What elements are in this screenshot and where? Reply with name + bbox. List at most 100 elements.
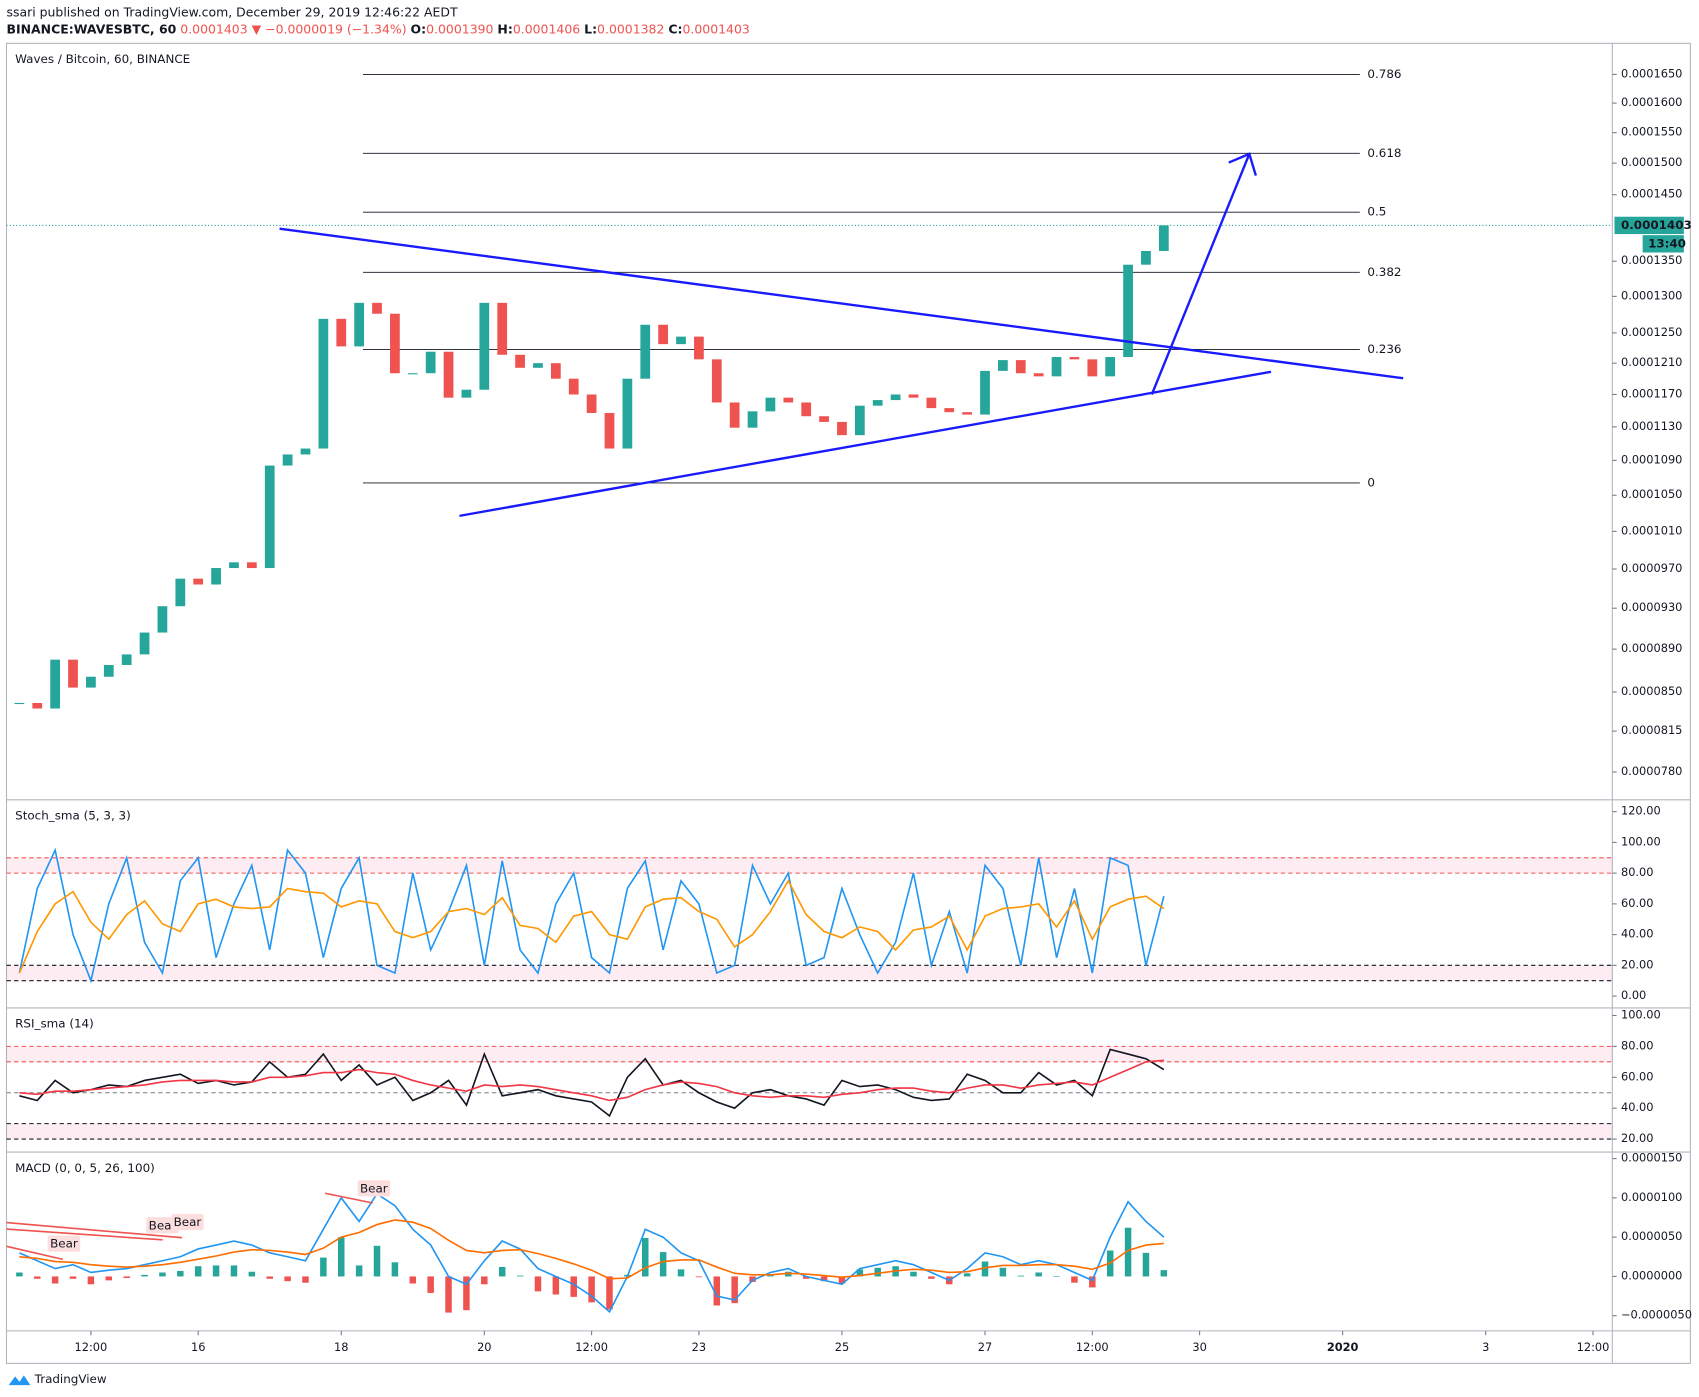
divergence-line (6, 1221, 183, 1239)
candle-body (443, 351, 454, 398)
change: −0.0000019 (−1.34%) (265, 21, 406, 36)
y-tick-label: 0.0001090 (1621, 452, 1682, 466)
indicator-line (19, 1048, 1165, 1118)
open-label: O: (411, 21, 427, 36)
x-tick-label: 30 (1192, 1340, 1206, 1354)
y-tick-label: 0.0000100 (1621, 1190, 1682, 1204)
plot-layer: Waves / Bitcoin, 60, BINANCE 0.0001650 0.0… (6, 52, 1692, 1354)
y-tick-label: 0.0001600 (1621, 95, 1682, 109)
divergence-line (6, 1228, 163, 1241)
candle-body (622, 378, 633, 449)
histogram-bar (391, 1262, 399, 1277)
symbol-line: BINANCE:WAVESBTC, 60 0.0001403 ▼ −0.0000… (7, 21, 750, 36)
last-time-box (1642, 235, 1684, 253)
arrow-head (1228, 152, 1257, 176)
candle-body (103, 664, 114, 677)
candle-body (354, 302, 365, 347)
histogram-bar (552, 1276, 560, 1295)
y-tick-label: 100.00 (1621, 1007, 1661, 1021)
annotation-box (47, 1235, 81, 1252)
histogram-bar (516, 1275, 524, 1277)
histogram-bar (302, 1276, 309, 1283)
logo-icon (8, 1375, 31, 1386)
histogram-bar (212, 1265, 220, 1277)
y-tick-label: 60.00 (1621, 1069, 1654, 1083)
histogram-bar (981, 1261, 989, 1277)
annotation: Bear (360, 1181, 388, 1195)
candle-body (425, 351, 436, 374)
indicator-line (19, 1059, 1164, 1102)
histogram-bar (248, 1271, 256, 1277)
histogram-bar (999, 1267, 1007, 1277)
pane-title: Stoch_sma (5, 3, 3) (15, 809, 131, 823)
fib-label: 0.236 (1367, 342, 1401, 356)
candle-body (193, 578, 204, 585)
histogram-bar (427, 1276, 434, 1293)
y-tick-label: 0.0001010 (1621, 523, 1682, 537)
candle-body (139, 632, 150, 655)
candle-body (640, 324, 651, 379)
candle-body (711, 359, 722, 403)
fib-label: 0.382 (1367, 265, 1401, 279)
histogram-bar (749, 1276, 756, 1282)
band (6, 965, 1613, 981)
candle-body (407, 373, 418, 375)
histogram-bar (481, 1276, 488, 1285)
candle-body (980, 370, 990, 415)
annotation-box (357, 1180, 391, 1197)
histogram-bar (320, 1257, 327, 1277)
candle-body (1015, 360, 1026, 374)
fib-label: 0.786 (1367, 67, 1401, 81)
y-tick-label: 0.0001300 (1621, 288, 1682, 302)
y-tick-label: 100.00 (1621, 834, 1661, 848)
pane-title: MACD (0, 0, 5, 26, 100) (15, 1161, 155, 1175)
histogram-bar (963, 1273, 971, 1277)
candle-body (211, 568, 221, 585)
histogram-bar (802, 1276, 810, 1279)
x-tick-label: 2020 (1327, 1340, 1359, 1354)
candle-body (658, 324, 669, 345)
x-tick-label: 3 (1482, 1340, 1489, 1354)
histogram-bar (87, 1276, 95, 1285)
y-tick-label: 0.0001500 (1621, 155, 1682, 169)
y-tick-label: 0.0000890 (1621, 641, 1682, 655)
histogram-bar (409, 1276, 417, 1284)
divergence-line (324, 1192, 373, 1204)
histogram-bar (230, 1265, 238, 1277)
indicator-line (19, 1219, 1164, 1280)
histogram-bar (1071, 1276, 1078, 1283)
candle-body (68, 659, 78, 688)
footer-logo: TradingView (8, 1372, 107, 1386)
candle-body (1069, 357, 1080, 360)
divergence-line (6, 1245, 64, 1261)
histogram-bar (105, 1276, 113, 1281)
candle-body (1033, 373, 1044, 377)
x-tick-label: 12:00 (575, 1340, 608, 1354)
y-tick-label: 40.00 (1621, 927, 1654, 941)
candle-body (586, 394, 597, 413)
pane-title: RSI_sma (14) (15, 1017, 94, 1031)
histogram-bar (159, 1272, 166, 1277)
histogram-bar (695, 1276, 703, 1278)
histogram-bar (534, 1276, 542, 1292)
histogram-bar (498, 1267, 506, 1277)
y-tick-label: 0.0001650 (1621, 66, 1682, 80)
histogram-bar (1124, 1227, 1132, 1277)
divergence-lines (6, 1192, 373, 1261)
candle-body (550, 363, 561, 379)
x-tick-label: 25 (835, 1340, 849, 1354)
histogram-bar (713, 1276, 721, 1306)
y-tick-label: 40.00 (1621, 1100, 1654, 1114)
histogram-bar (355, 1265, 363, 1277)
histogram-bar (338, 1237, 345, 1277)
histogram-bar (588, 1276, 595, 1303)
histogram-bar (34, 1276, 41, 1279)
candle-body (229, 562, 239, 569)
candle-body (1158, 225, 1169, 251)
candle-body (14, 702, 25, 705)
annotation-box (146, 1217, 179, 1234)
y-tick-label: 0.0001550 (1621, 125, 1682, 139)
fib-label: 0.618 (1367, 146, 1401, 160)
